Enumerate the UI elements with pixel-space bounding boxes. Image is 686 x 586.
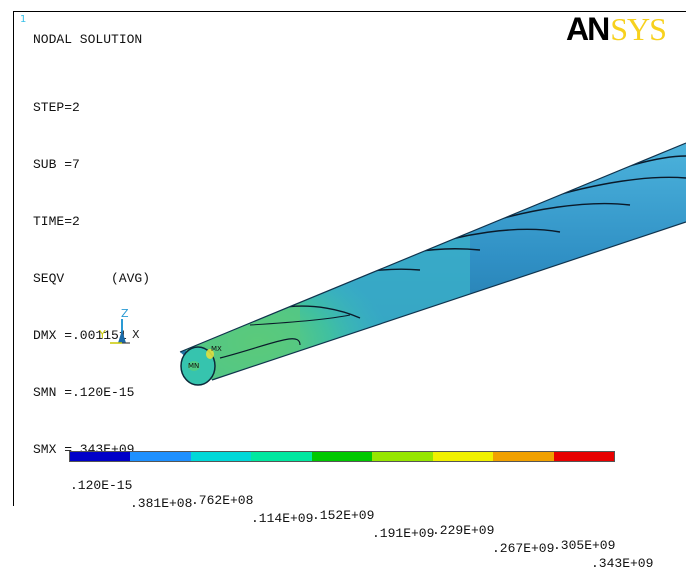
- triad-x-label: X: [132, 328, 140, 341]
- contour-legend-bar: [69, 451, 615, 462]
- axis-triad: Z Y X: [98, 307, 140, 344]
- legend-label: .120E-15: [70, 478, 133, 493]
- legend-label: .762E+08: [191, 493, 254, 508]
- viewport-border-top: [13, 11, 686, 12]
- info-step: STEP=2: [33, 100, 80, 115]
- viewport-border-left: [13, 11, 14, 506]
- legend-swatch: [251, 452, 312, 461]
- wire-line: [249, 314, 351, 326]
- max-stress-spot: [206, 349, 214, 359]
- info-time: TIME=2: [33, 214, 80, 229]
- triad-origin-icon: [118, 330, 126, 343]
- legend-swatch: [70, 452, 131, 461]
- max-marker-label: MX: [211, 345, 222, 353]
- info-substep: SUB =7: [33, 157, 80, 172]
- plot-title: NODAL SOLUTION: [33, 32, 143, 47]
- legend-label: .191E+09: [372, 526, 435, 541]
- legend-swatch: [311, 452, 373, 461]
- triad-z-label: Z: [121, 307, 129, 320]
- graphics-viewport[interactable]: 1 ANSYS NODAL SOLUTION STEP=2 SUB =7 TIM…: [0, 0, 686, 571]
- wire-line: [219, 338, 301, 359]
- legend-swatch: [493, 452, 554, 461]
- info-dmx: DMX =.001151: [33, 328, 127, 343]
- info-result-type: SEQV (AVG): [33, 271, 151, 286]
- min-stress-spot: [188, 361, 200, 371]
- logo-text-sys: SYS: [610, 11, 667, 47]
- rod-edge-bottom: [211, 221, 686, 381]
- legend-label: .114E+09: [251, 511, 314, 526]
- model-view[interactable]: MX MN Z Y X: [0, 0, 686, 506]
- legend-labels-bottom: .381E+08 .114E+09 .191E+09 .267E+09 .343…: [0, 481, 686, 586]
- window-number: 1: [20, 14, 27, 25]
- twisted-rod: MX MN: [179, 142, 686, 386]
- legend-label: .343E+09: [591, 556, 654, 571]
- legend-label: .267E+09: [492, 541, 555, 556]
- legend-swatch: [190, 452, 252, 461]
- legend-swatch: [372, 452, 433, 461]
- legend-swatch: [130, 452, 191, 461]
- legend-label: .381E+08: [130, 496, 193, 511]
- ansys-logo: ANSYS: [566, 11, 667, 47]
- legend-swatch: [553, 452, 614, 461]
- logo-text-an: AN: [566, 11, 610, 47]
- rod-edge-top: [179, 142, 686, 353]
- triad-y-label: Y: [98, 328, 106, 341]
- info-smn: SMN =.120E-15: [33, 385, 135, 400]
- legend-swatch: [432, 452, 494, 461]
- min-marker-label: MN: [188, 362, 199, 370]
